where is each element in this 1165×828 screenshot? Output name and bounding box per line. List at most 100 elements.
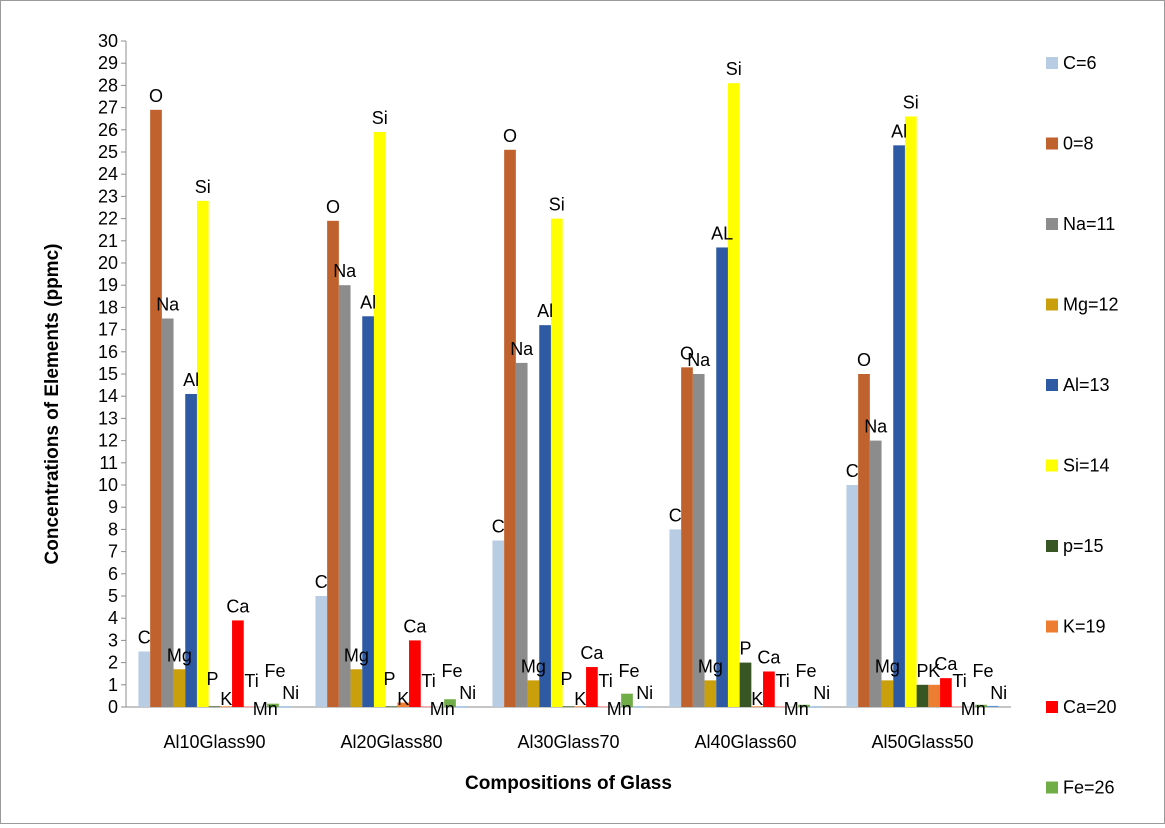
legend-swatch bbox=[1046, 540, 1058, 552]
data-label: Ni bbox=[636, 683, 653, 703]
legend-swatch bbox=[1046, 701, 1058, 713]
y-tick-label: 2 bbox=[108, 653, 118, 673]
legend-item: Fe=26 bbox=[1046, 778, 1115, 798]
bar-ni-2 bbox=[455, 706, 468, 708]
data-label: O bbox=[857, 350, 871, 370]
legend: C=6 0=8 Na=11 Mg=12 Al=13 Si=14 p=15 K=19 Ca=20 F… bbox=[1046, 53, 1119, 798]
data-label: Na bbox=[510, 339, 534, 359]
data-label: Mn bbox=[253, 699, 278, 719]
y-tick-label: 27 bbox=[98, 98, 118, 118]
data-label: AL bbox=[711, 223, 733, 243]
y-tick-label: 11 bbox=[99, 453, 118, 473]
bar-ca-2 bbox=[409, 640, 421, 707]
bar-c-2 bbox=[315, 596, 328, 707]
y-tick-label: 20 bbox=[98, 253, 118, 273]
data-label: C bbox=[315, 572, 328, 592]
data-label: Mg bbox=[698, 656, 723, 676]
y-tick-label: 9 bbox=[108, 497, 118, 517]
legend-item: C=6 bbox=[1046, 53, 1097, 73]
bar-c-4 bbox=[669, 529, 682, 707]
bar-p-1 bbox=[208, 706, 221, 708]
data-label: Fe bbox=[618, 661, 639, 681]
data-label: Ti bbox=[952, 671, 966, 691]
bar-ni-5 bbox=[986, 705, 999, 707]
legend-item: Na=11 bbox=[1046, 214, 1115, 234]
data-label: O bbox=[680, 343, 694, 363]
data-label: C bbox=[669, 505, 682, 525]
y-tick-label: 25 bbox=[98, 142, 118, 162]
data-label: Ni bbox=[813, 683, 830, 703]
data-label: K bbox=[751, 689, 763, 709]
bar-mn-2 bbox=[432, 706, 445, 708]
data-label: Al bbox=[360, 292, 376, 312]
y-tick-label: 22 bbox=[98, 209, 118, 229]
data-label: Al bbox=[183, 370, 199, 390]
bar-ni-4 bbox=[809, 706, 822, 708]
data-label: Fe bbox=[972, 661, 993, 681]
bar-si-2 bbox=[373, 132, 386, 707]
y-tick-label: 12 bbox=[98, 431, 118, 451]
bar-mg-3 bbox=[527, 680, 540, 707]
bar-k-4 bbox=[751, 706, 764, 708]
bar-al-2 bbox=[362, 316, 374, 707]
data-label: O bbox=[503, 126, 517, 146]
data-label: P bbox=[383, 669, 395, 689]
bar-labels: CONaMgAlSiPKCaTiMnFeNiCONaMgAlSiPKCaTiMn… bbox=[138, 59, 1007, 719]
category-label: Al10Glass90 bbox=[163, 732, 265, 752]
legend-label: Al=13 bbox=[1063, 375, 1110, 395]
y-tick-label: 30 bbox=[98, 31, 118, 51]
bar-ti-4 bbox=[774, 706, 787, 708]
category-label: Al50Glass50 bbox=[871, 732, 973, 752]
data-label: Ca bbox=[757, 647, 781, 667]
bar-fe-4 bbox=[798, 704, 810, 707]
legend-label: K=19 bbox=[1063, 617, 1106, 637]
bar-p-2 bbox=[385, 706, 398, 708]
y-axis-title: Concentrations of Elements (ppmc) bbox=[42, 244, 63, 565]
bar-ca-1 bbox=[232, 620, 244, 707]
data-label: Na bbox=[864, 417, 888, 437]
data-label: Mg bbox=[167, 645, 192, 665]
data-label: Mn bbox=[607, 699, 632, 719]
bar-ti-3 bbox=[597, 706, 610, 708]
y-axis: 0123456789101112131415161718192021222324… bbox=[98, 31, 1011, 717]
bar-mg-1 bbox=[173, 669, 186, 707]
legend-swatch bbox=[1046, 781, 1058, 794]
y-tick-label: 5 bbox=[108, 586, 118, 606]
bar-fe-2 bbox=[444, 699, 456, 707]
data-label: Ni bbox=[282, 683, 299, 703]
y-tick-label: 28 bbox=[98, 75, 118, 95]
data-label: C bbox=[138, 628, 151, 648]
bar-al-5 bbox=[893, 145, 905, 708]
bar-si-4 bbox=[727, 83, 740, 708]
data-label: Si bbox=[549, 195, 565, 215]
legend-item: K=19 bbox=[1046, 617, 1106, 637]
bar-p-5 bbox=[916, 684, 929, 707]
data-label: Ti bbox=[775, 671, 789, 691]
y-tick-label: 26 bbox=[98, 120, 118, 140]
y-tick-label: 23 bbox=[98, 186, 118, 206]
bar-al-1 bbox=[185, 393, 197, 707]
data-label: Si bbox=[372, 108, 388, 128]
bar-p-4 bbox=[739, 662, 752, 707]
legend-swatch bbox=[1046, 218, 1058, 230]
legend-item: Ca=20 bbox=[1046, 697, 1117, 717]
data-label: Al bbox=[537, 301, 553, 321]
data-label: K bbox=[397, 689, 409, 709]
data-label: Mn bbox=[961, 699, 986, 719]
bar-ca-3 bbox=[586, 667, 598, 707]
data-label: Si bbox=[903, 92, 919, 112]
data-label: Fe bbox=[264, 661, 285, 681]
y-tick-label: 18 bbox=[98, 297, 118, 317]
bar-k-5 bbox=[928, 684, 941, 707]
data-label: Fe bbox=[795, 661, 816, 681]
y-tick-label: 15 bbox=[98, 364, 118, 384]
bar-ca-4 bbox=[763, 671, 775, 707]
bar-0-2 bbox=[327, 220, 339, 707]
bar-ni-3 bbox=[632, 706, 645, 708]
bar-c-1 bbox=[138, 651, 151, 707]
bar-ca-5 bbox=[940, 678, 952, 707]
bar-na-3 bbox=[515, 362, 528, 707]
bar-k-3 bbox=[574, 706, 587, 708]
bar-al-3 bbox=[539, 325, 551, 707]
